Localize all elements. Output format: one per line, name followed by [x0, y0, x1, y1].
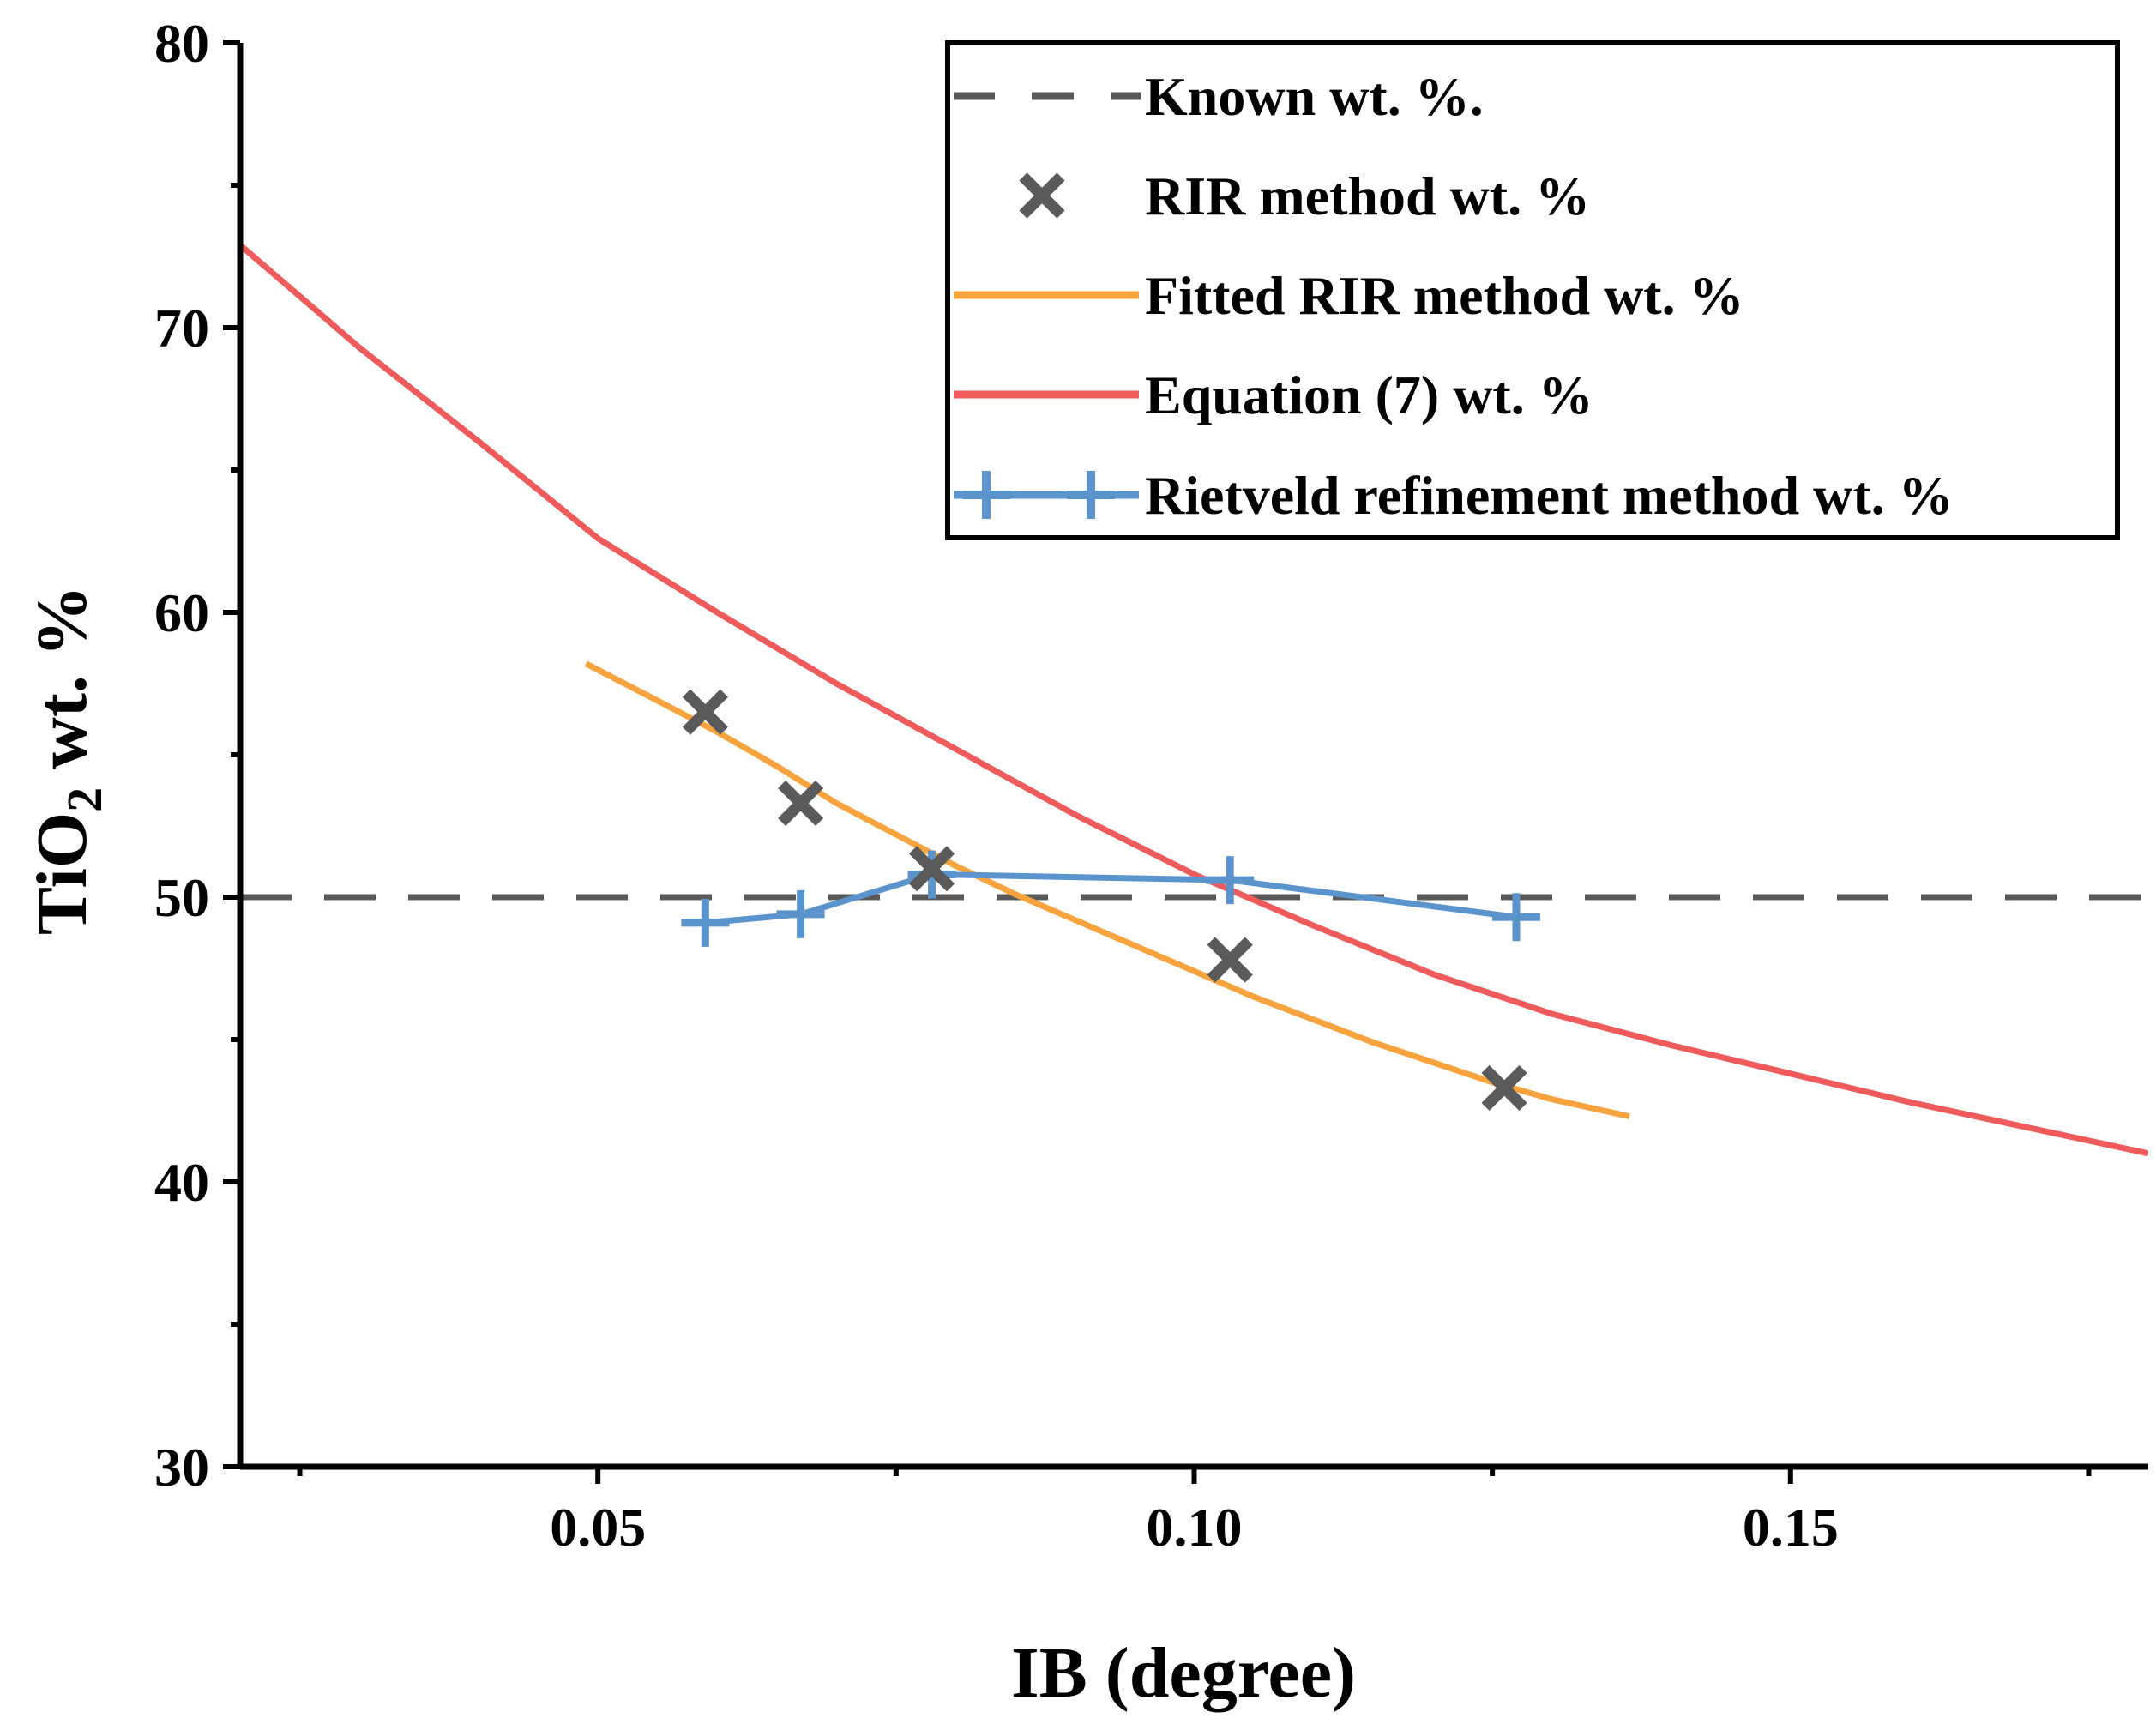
- legend-item: RIR method wt. %: [1019, 166, 1590, 226]
- equation7-line: [240, 243, 2148, 1157]
- legend-box: [945, 40, 2120, 540]
- y-tick-label: 50: [154, 867, 209, 928]
- plot-series: [240, 243, 2148, 1157]
- rietveld-point: [681, 898, 730, 947]
- y-axis-title-main: TiO: [22, 812, 102, 935]
- plot-area: [240, 243, 2148, 1157]
- y-tick-label: 40: [154, 1152, 209, 1213]
- rir-point: [682, 689, 728, 735]
- y-tick-label: 60: [154, 582, 209, 643]
- legend-symbol: [1067, 471, 1115, 519]
- legend-item: Known wt. %.: [954, 66, 1484, 127]
- legend-label: RIR method wt. %: [1145, 166, 1590, 226]
- x-tick-label: 0.10: [1147, 1497, 1243, 1558]
- rir-point: [908, 846, 955, 892]
- legend: Known wt. %. RIR method wt. % Fitted RIR m…: [945, 40, 2120, 540]
- axes: 30 40 50 60 70 80 0.05 0.10 0.15: [154, 13, 2148, 1558]
- rietveld-point: [1491, 893, 1540, 942]
- svg-text:TiO2 wt. %: TiO2 wt. %: [22, 585, 112, 935]
- legend-item: Fitted RIR method wt. %: [954, 265, 1744, 326]
- rietveld-point: [1206, 856, 1255, 905]
- legend-item: Rietveld refinement method wt. %: [954, 465, 1954, 526]
- x-tick-label: 0.05: [550, 1497, 646, 1558]
- legend-label: Fitted RIR method wt. %: [1145, 265, 1744, 326]
- legend-label: Rietveld refinement method wt. %: [1145, 465, 1954, 526]
- x-tick-label: 0.15: [1743, 1497, 1839, 1558]
- legend-label: Equation (7) wt. %: [1145, 365, 1593, 425]
- y-tick-label: 70: [154, 298, 209, 359]
- fitted-rir-line: [584, 660, 1630, 1120]
- y-tick-label: 30: [154, 1437, 209, 1498]
- y-axis-title-subscript: 2: [57, 787, 112, 812]
- legend-symbol: [962, 471, 1010, 519]
- rietveld-point: [776, 889, 825, 938]
- legend-symbol: [1019, 172, 1065, 219]
- y-axis-title-rest: wt. %: [22, 585, 102, 787]
- rir-point: [777, 780, 824, 827]
- rir-point: [1481, 1064, 1527, 1112]
- y-axis-title: TiO2 wt. %: [22, 585, 112, 935]
- rir-point: [1207, 937, 1253, 983]
- legend-item: Equation (7) wt. %: [954, 365, 1593, 425]
- y-tick-label: 80: [154, 13, 209, 74]
- legend-label: Known wt. %.: [1145, 66, 1484, 127]
- x-axis-title: IB (degree): [1011, 1633, 1356, 1713]
